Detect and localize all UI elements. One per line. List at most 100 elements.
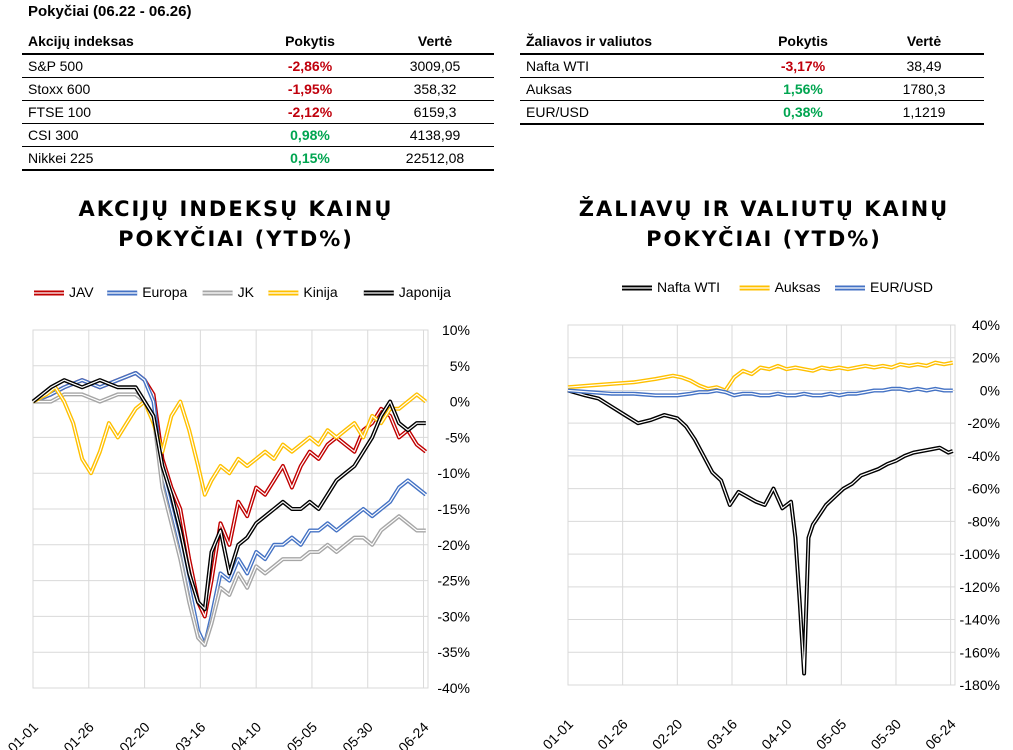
series-japonija: [31, 378, 426, 612]
commodities-table-body: Nafta WTI -3,17% 38,49 Auksas 1,56% 1780,3 EUR…: [520, 54, 984, 125]
legend-item: JAV: [34, 284, 94, 300]
indices-cell-value: 22512,08: [376, 146, 494, 171]
indices-row: FTSE 100 -2,12% 6159,3: [22, 100, 494, 124]
x-tick-label: 03-16: [172, 719, 209, 750]
indices-cell-change: -2,12%: [244, 100, 376, 124]
y-tick-label: -60%: [967, 481, 1000, 497]
indices-table: Akcijų indeksas Pokytis Vertė S&P 500 -2,…: [22, 29, 494, 171]
x-tick-label: 05-05: [283, 719, 320, 750]
y-tick-label: -35%: [437, 644, 470, 660]
indices-row: Stoxx 600 -1,95% 358,32: [22, 77, 494, 101]
y-tick-label: -40%: [437, 680, 470, 696]
right-chart-title-line1: ŽALIAVŲ IR VALIUTŲ KAINŲ: [578, 197, 950, 221]
indices-cell-name: Stoxx 600: [22, 77, 244, 101]
indices-cell-value: 4138,99: [376, 123, 494, 147]
series-auksas: [567, 360, 954, 393]
commodities-table: Žaliavos ir valiutos Pokytis Vertė Nafta…: [520, 29, 984, 125]
legend-item: EUR/USD: [835, 279, 933, 295]
indices-header-row: Akcijų indeksas Pokytis Vertė: [22, 29, 494, 54]
indices-cell-change: -1,95%: [244, 77, 376, 101]
right-chart-title: ŽALIAVŲ IR VALIUTŲ KAINŲ POKYČIAI (YTD%): [524, 194, 1004, 254]
legend-label: Europa: [142, 284, 187, 300]
legend-item: Japonija: [363, 284, 451, 300]
indices-cell-value: 358,32: [376, 77, 494, 101]
x-tick-label: 01-01: [4, 719, 41, 750]
series-nafta-wti: [567, 388, 954, 676]
x-tick-label: 05-30: [339, 719, 376, 750]
commodities-cell-name: Nafta WTI: [520, 54, 742, 78]
commodities-col-change: Pokytis: [778, 33, 828, 49]
y-tick-label: -20%: [437, 537, 470, 553]
x-tick-label: 04-10: [758, 716, 795, 750]
y-tick-label: -30%: [437, 608, 470, 624]
commodities-cell-change: 0,38%: [742, 100, 864, 125]
commodities-cell-value: 1780,3: [864, 77, 984, 101]
page-heading: Pokyčiai (06.22 - 06.26): [28, 3, 192, 20]
legend-label: Auksas: [775, 279, 821, 295]
legend-label: EUR/USD: [870, 279, 933, 295]
right-chart-title-line2: POKYČIAI (YTD%): [646, 227, 882, 251]
y-tick-label: -5%: [445, 429, 470, 445]
legend-label: Nafta WTI: [657, 279, 720, 295]
y-tick-label: 40%: [972, 317, 1000, 333]
y-tick-label: 5%: [450, 358, 470, 374]
indices-cell-change: 0,98%: [244, 123, 376, 147]
series-line-core: [567, 389, 954, 675]
commodities-header-row: Žaliavos ir valiutos Pokytis Vertė: [520, 29, 984, 54]
right-chart: Nafta WTI Auksas EUR/USD 40% 20% 0% -20% -40% -6…: [539, 279, 1000, 750]
y-tick-label: -100%: [960, 546, 1000, 562]
y-tick-label: -20%: [967, 415, 1000, 431]
indices-cell-name: S&P 500: [22, 54, 244, 78]
y-tick-label: -180%: [960, 677, 1000, 693]
indices-row: S&P 500 -2,86% 3009,05: [22, 54, 494, 78]
indices-cell-name: Nikkei 225: [22, 146, 244, 171]
left-chart: JAV Europa JK Kinija Japonija 10% 5% 0% -5% -10% -…: [4, 284, 470, 750]
commodities-col-name: Žaliavos ir valiutos: [526, 33, 653, 49]
commodities-col-value: Vertė: [906, 33, 942, 49]
indices-cell-value: 3009,05: [376, 54, 494, 78]
x-tick-label: 06-24: [395, 719, 432, 750]
series-line-core: [567, 361, 953, 392]
series-europa: [32, 371, 428, 647]
series-kinija: [32, 385, 428, 497]
y-tick-label: -80%: [967, 513, 1000, 529]
indices-col-name: Akcijų indeksas: [28, 33, 134, 49]
x-tick-label: 01-01: [539, 716, 576, 750]
commodities-cell-change: -3,17%: [742, 54, 864, 78]
legend-label: JAV: [69, 284, 94, 300]
x-tick-label: 05-05: [813, 716, 850, 750]
indices-col-change: Pokytis: [285, 33, 335, 49]
y-tick-label: 0%: [450, 394, 470, 410]
indices-cell-change: 0,15%: [244, 146, 376, 171]
left-chart-title-line2: POKYČIAI (YTD%): [118, 227, 354, 251]
y-tick-label: 0%: [980, 382, 1000, 398]
x-tick-label: 06-24: [922, 716, 959, 750]
y-tick-label: -10%: [437, 465, 470, 481]
commodities-cell-name: EUR/USD: [520, 100, 742, 125]
legend-item: Kinija: [268, 284, 338, 300]
indices-col-value: Vertė: [417, 33, 453, 49]
indices-cell-value: 6159,3: [376, 100, 494, 124]
legend-item: Nafta WTI: [622, 279, 720, 295]
commodities-cell-value: 1,1219: [864, 100, 984, 125]
left-chart-title: AKCIJŲ INDEKSŲ KAINŲ POKYČIAI (YTD%): [0, 194, 472, 254]
indices-cell-name: CSI 300: [22, 123, 244, 147]
commodities-row: Nafta WTI -3,17% 38,49: [520, 54, 984, 78]
left-chart-title-line1: AKCIJŲ INDEKSŲ KAINŲ: [78, 197, 394, 221]
indices-row: CSI 300 0,98% 4138,99: [22, 123, 494, 147]
commodities-cell-name: Auksas: [520, 77, 742, 101]
legend-label: Japonija: [399, 284, 451, 300]
y-tick-label: 10%: [442, 322, 470, 338]
x-tick-label: 04-10: [228, 719, 265, 750]
x-tick-label: 05-30: [867, 716, 904, 750]
legend-item: Auksas: [739, 279, 821, 295]
series-eur-usd: [567, 386, 953, 398]
commodities-cell-value: 38,49: [864, 54, 984, 78]
series-line-core: [32, 386, 427, 496]
commodities-cell-change: 1,56%: [742, 77, 864, 101]
x-tick-label: 03-16: [703, 716, 740, 750]
y-tick-label: 20%: [972, 350, 1000, 366]
x-tick-label: 01-26: [60, 719, 97, 750]
series-line-core: [32, 379, 426, 610]
y-tick-label: -120%: [960, 579, 1000, 595]
